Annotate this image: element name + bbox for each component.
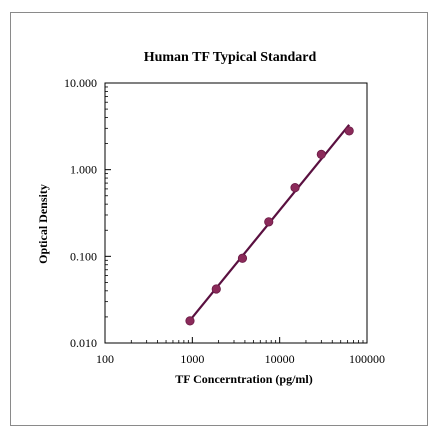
data-point: [264, 217, 274, 227]
chart-title: Human TF Typical Standard: [144, 50, 317, 65]
plot-border: [104, 82, 368, 344]
y-axis-label: Optical Density: [36, 184, 50, 264]
x-tick-label: 100: [96, 352, 114, 366]
data-point: [290, 183, 300, 193]
data-point: [211, 284, 221, 294]
data-point: [185, 316, 195, 326]
chart-frame: Human TF Typical Standard Optical Densit…: [10, 12, 428, 426]
data-point: [344, 126, 354, 136]
y-tick-label: 0.100: [70, 249, 97, 263]
x-tick-label: 10000: [265, 352, 295, 366]
x-tick-label: 100000: [349, 352, 385, 366]
y-tick-label: 0.010: [70, 336, 97, 350]
y-tick-label: 10.000: [64, 76, 97, 90]
data-point: [237, 253, 248, 263]
plot-area: 100 1000 10000 100000 0.010 0.100 1.000 10.000: [64, 76, 385, 366]
x-axis-label: TF Concerntration (pg/ml): [175, 372, 313, 386]
x-tick-label: 1000: [180, 352, 204, 366]
chart-svg: Human TF Typical Standard Optical Densit…: [36, 50, 385, 386]
data-point: [316, 149, 326, 160]
y-tick-label: 1.000: [70, 163, 97, 177]
